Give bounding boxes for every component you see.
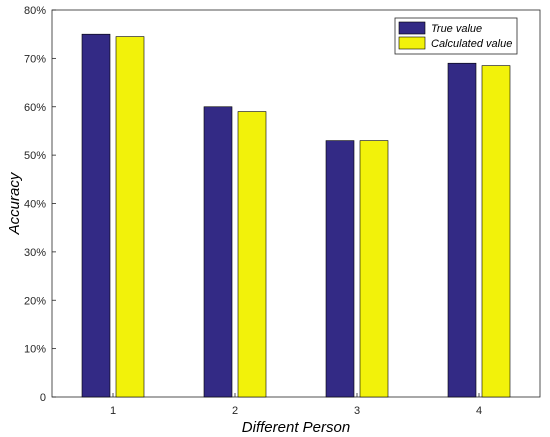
y-axis-title: Accuracy bbox=[6, 171, 23, 235]
x-axis-title: Different Person bbox=[242, 419, 350, 436]
bar-calculated-value-4 bbox=[481, 65, 511, 398]
y-tick-label: 40% bbox=[24, 199, 46, 211]
bar-true-value-4 bbox=[447, 62, 477, 398]
bar-calculated-value-1 bbox=[115, 36, 145, 398]
y-tick-label: 20% bbox=[24, 295, 46, 307]
legend: True value Calculated value bbox=[394, 17, 518, 55]
x-tick-label: 4 bbox=[476, 405, 482, 417]
bars-group bbox=[81, 33, 511, 398]
bar-calculated-value-2 bbox=[237, 111, 267, 398]
y-tick-label: 50% bbox=[24, 150, 46, 162]
bar-calculated-value-3 bbox=[359, 140, 389, 398]
y-tick-label: 0 bbox=[40, 392, 46, 404]
legend-label-true-value: True value bbox=[431, 23, 482, 35]
y-tick-label: 10% bbox=[24, 344, 46, 356]
bar-true-value-3 bbox=[325, 140, 355, 398]
y-tick-label: 60% bbox=[24, 102, 46, 114]
ticks-group: 1 2 3 4 0 10% 20% 30% 40% 50% 60% 70% 80% bbox=[24, 5, 482, 417]
bar-true-value-2 bbox=[203, 106, 233, 398]
x-tick-label: 2 bbox=[232, 405, 238, 417]
y-tick-label: 80% bbox=[24, 5, 46, 17]
y-tick-label: 70% bbox=[24, 53, 46, 65]
legend-label-calculated-value: Calculated value bbox=[431, 38, 512, 50]
bar-true-value-1 bbox=[81, 33, 111, 398]
legend-swatch-true-value bbox=[398, 21, 426, 35]
legend-swatch-calculated-value bbox=[398, 36, 426, 50]
x-tick-label: 1 bbox=[110, 405, 116, 417]
x-tick-label: 3 bbox=[354, 405, 360, 417]
y-tick-label: 30% bbox=[24, 247, 46, 259]
